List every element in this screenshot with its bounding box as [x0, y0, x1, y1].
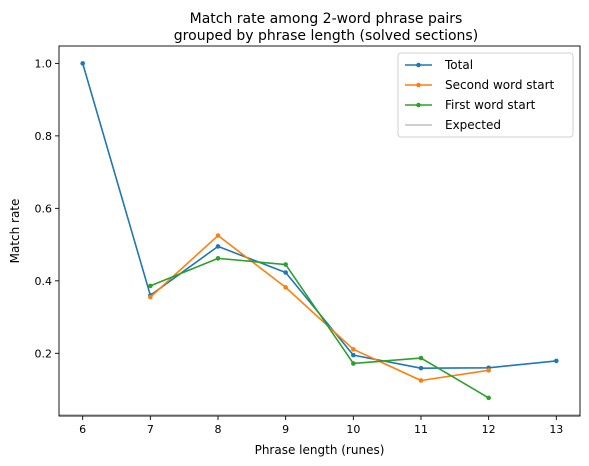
legend-item: Expected — [405, 118, 501, 132]
legend-label: First word start — [445, 98, 536, 112]
data-point — [486, 395, 491, 401]
data-point — [351, 347, 356, 352]
chart-title-line-1: Match rate among 2-word phrase pairs — [190, 11, 463, 27]
x-axis-label: Phrase length (runes) — [255, 443, 385, 457]
data-point — [351, 352, 356, 358]
data-point — [148, 283, 153, 289]
y-tick-label: 0.6 — [35, 202, 53, 215]
data-point — [418, 365, 424, 371]
legend-label: Total — [444, 58, 473, 72]
y-tick-label: 0.2 — [35, 347, 53, 360]
data-point — [351, 361, 356, 366]
series-line — [150, 257, 490, 399]
x-tick-label: 9 — [282, 423, 289, 436]
x-tick-label: 11 — [414, 423, 428, 436]
legend-label: Second word start — [445, 78, 555, 92]
legend: Total Second word start First word start Ex… — [397, 52, 574, 138]
data-point — [283, 270, 288, 275]
data-point — [418, 355, 424, 361]
x-tick-label: 12 — [482, 423, 496, 436]
y-tick-label: 0.4 — [35, 275, 53, 288]
y-tick-label: 0.8 — [35, 130, 53, 143]
legend-label: Expected — [445, 118, 501, 132]
legend-marker — [416, 102, 421, 108]
data-point — [215, 244, 221, 249]
x-tick-label: 8 — [215, 423, 222, 436]
data-point — [486, 368, 491, 373]
legend-item: Second word start — [405, 78, 555, 92]
data-point — [283, 262, 288, 267]
x-axis: 6 7 8 9 10 11 12 13 — [79, 416, 563, 436]
x-tick-label: 10 — [346, 423, 360, 436]
legend-marker — [416, 62, 421, 68]
data-point — [215, 233, 221, 238]
y-tick-label: 1.0 — [35, 57, 53, 70]
x-tick-label: 7 — [147, 423, 154, 436]
legend-box — [397, 52, 574, 138]
data-point — [215, 256, 221, 261]
data-point — [283, 285, 288, 290]
series-second-word-start — [148, 233, 491, 383]
legend-marker — [416, 82, 421, 88]
data-point — [418, 378, 424, 383]
plot-series — [59, 61, 580, 416]
series-line — [149, 234, 489, 382]
data-point — [148, 294, 153, 300]
x-tick-label: 6 — [79, 423, 86, 436]
legend-item: First word start — [405, 98, 536, 112]
data-point — [554, 358, 559, 364]
data-point — [80, 61, 85, 66]
y-axis-label: Match rate — [8, 199, 22, 264]
legend-item: Total — [405, 58, 473, 72]
y-axis: 0.2 0.4 0.6 0.8 1.0 — [35, 57, 59, 360]
x-tick-label: 13 — [549, 423, 563, 436]
series-first-word-start — [148, 256, 491, 401]
plot-frame — [58, 45, 581, 417]
chart-title-line-2: grouped by phrase length (solved section… — [174, 28, 478, 44]
